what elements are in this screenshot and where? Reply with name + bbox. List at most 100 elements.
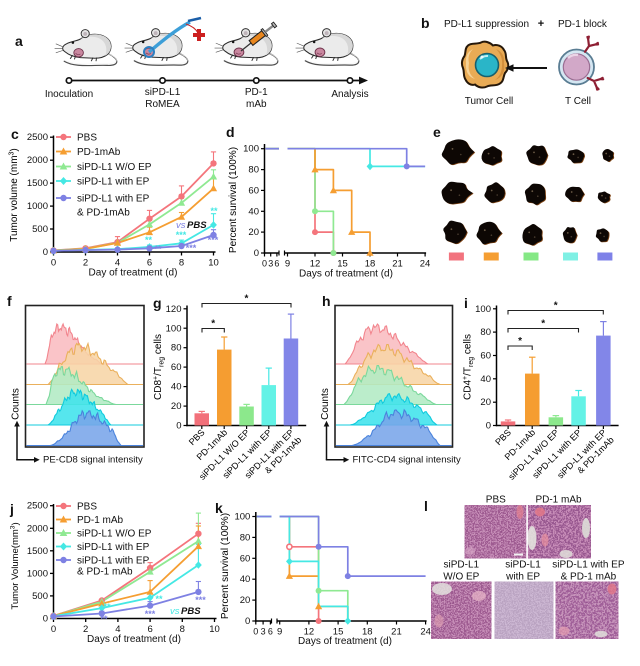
svg-text:Tumor volume (mm3): Tumor volume (mm3): [9, 148, 21, 242]
svg-text:PD-1 mAb: PD-1 mAb: [535, 495, 582, 506]
svg-text:PBS: PBS: [187, 220, 207, 231]
svg-text:siPD-L1 with EP: siPD-L1 with EP: [552, 560, 625, 571]
svg-text:60: 60: [480, 350, 491, 361]
svg-text:0: 0: [51, 624, 56, 635]
svg-text:T Cell: T Cell: [565, 96, 591, 107]
svg-text:80: 80: [240, 532, 251, 543]
svg-text:9: 9: [285, 259, 290, 270]
svg-text:& PD-1 mAb: & PD-1 mAb: [561, 572, 617, 583]
svg-text:c: c: [11, 126, 19, 142]
svg-text:+: +: [538, 18, 544, 30]
svg-text:Days of treatment (d): Days of treatment (d): [298, 636, 392, 647]
svg-text:100: 100: [475, 304, 491, 315]
svg-text:PD-1 mAb: PD-1 mAb: [77, 515, 124, 526]
svg-text:Counts: Counts: [11, 388, 22, 420]
svg-text:PBS: PBS: [486, 495, 506, 506]
svg-text:1000: 1000: [27, 201, 48, 212]
svg-text:PBS: PBS: [181, 606, 201, 617]
svg-text:Tumor Volume(mm3): Tumor Volume(mm3): [10, 522, 21, 609]
svg-text:6: 6: [274, 259, 279, 269]
svg-text:PD-1: PD-1: [245, 87, 268, 98]
svg-text:vs: vs: [176, 220, 186, 231]
svg-text:siPD-L1 W/O EP: siPD-L1 W/O EP: [77, 529, 152, 540]
svg-text:PBS: PBS: [77, 133, 97, 144]
svg-text:40: 40: [480, 374, 491, 385]
svg-text:21: 21: [392, 259, 403, 270]
svg-text:mAb: mAb: [246, 99, 267, 110]
svg-text:24: 24: [420, 259, 431, 270]
svg-text:FITC-CD4 signal intensity: FITC-CD4 signal intensity: [353, 455, 461, 466]
svg-text:Inoculation: Inoculation: [45, 89, 93, 100]
svg-text:**: **: [103, 602, 111, 612]
svg-text:**: **: [145, 235, 153, 245]
svg-text:Percent survival (100%): Percent survival (100%): [220, 513, 231, 619]
svg-text:PE-CD8 signal intensity: PE-CD8 signal intensity: [43, 455, 143, 466]
svg-text:100: 100: [243, 144, 259, 155]
svg-text:0: 0: [253, 627, 258, 637]
svg-text:Counts: Counts: [320, 388, 331, 420]
svg-text:4: 4: [115, 258, 120, 269]
svg-text:***: ***: [186, 243, 197, 253]
svg-text:j: j: [9, 501, 14, 517]
svg-text:0: 0: [262, 259, 267, 269]
svg-text:siPD-L1 with EP: siPD-L1 with EP: [77, 194, 150, 205]
svg-text:120: 120: [166, 304, 182, 315]
svg-text:PD-1mAb: PD-1mAb: [77, 147, 121, 158]
svg-text:siPD-L1: siPD-L1: [505, 560, 541, 571]
svg-text:*: *: [211, 319, 215, 330]
svg-text:Days of treatment (d): Days of treatment (d): [299, 269, 393, 280]
svg-text:CD8+/Treg cells: CD8+/Treg cells: [153, 334, 166, 400]
svg-text:Analysis: Analysis: [331, 89, 368, 100]
svg-text:h: h: [322, 293, 331, 309]
svg-text:Percent survival (100%): Percent survival (100%): [228, 147, 239, 253]
svg-text:15: 15: [333, 627, 344, 638]
svg-text:18: 18: [362, 627, 373, 638]
svg-text:20: 20: [240, 595, 251, 606]
svg-text:60: 60: [171, 362, 182, 373]
svg-text:e: e: [433, 124, 441, 140]
svg-text:6: 6: [268, 627, 273, 637]
svg-text:**: **: [155, 594, 163, 604]
svg-text:W/O EP: W/O EP: [443, 572, 479, 583]
svg-text:g: g: [153, 295, 162, 311]
svg-text:0: 0: [51, 258, 56, 269]
svg-text:500: 500: [32, 591, 48, 602]
svg-text:*: *: [245, 294, 249, 305]
svg-text:1500: 1500: [27, 546, 48, 557]
svg-text:4: 4: [115, 624, 120, 635]
svg-text:0: 0: [486, 421, 491, 432]
svg-text:***: ***: [208, 235, 219, 245]
svg-text:PD-1 block: PD-1 block: [558, 19, 608, 30]
svg-text:***: ***: [145, 609, 156, 619]
svg-text:100: 100: [166, 323, 182, 334]
svg-text:& PD-1mAb: & PD-1mAb: [77, 208, 130, 219]
svg-text:80: 80: [480, 327, 491, 338]
svg-text:20: 20: [248, 227, 259, 238]
svg-text:10: 10: [209, 624, 220, 635]
svg-text:2500: 2500: [27, 501, 48, 512]
svg-text:6: 6: [147, 258, 152, 269]
svg-text:Tumor Cell: Tumor Cell: [465, 96, 514, 107]
svg-text:80: 80: [248, 165, 259, 176]
svg-text:siPD-L1 with EP: siPD-L1 with EP: [77, 556, 150, 567]
svg-text:1000: 1000: [27, 568, 48, 579]
svg-text:15: 15: [337, 259, 348, 270]
svg-text:100: 100: [234, 512, 250, 523]
svg-text:60: 60: [248, 185, 259, 196]
svg-text:PBS: PBS: [77, 502, 97, 513]
svg-text:20: 20: [171, 401, 182, 412]
svg-text:2000: 2000: [27, 523, 48, 534]
svg-text:6: 6: [147, 624, 152, 635]
svg-text:*: *: [541, 319, 545, 330]
svg-text:0: 0: [176, 421, 181, 432]
svg-text:40: 40: [171, 382, 182, 393]
svg-text:12: 12: [310, 259, 321, 270]
svg-text:1500: 1500: [27, 178, 48, 189]
svg-text:12: 12: [304, 627, 315, 638]
svg-text:3: 3: [268, 259, 273, 269]
svg-text:i: i: [464, 295, 468, 311]
svg-text:***: ***: [195, 595, 206, 605]
svg-text:2: 2: [83, 624, 88, 635]
svg-text:siPD-L1 with EP: siPD-L1 with EP: [77, 542, 150, 553]
svg-text:siPD-L1: siPD-L1: [145, 87, 181, 98]
